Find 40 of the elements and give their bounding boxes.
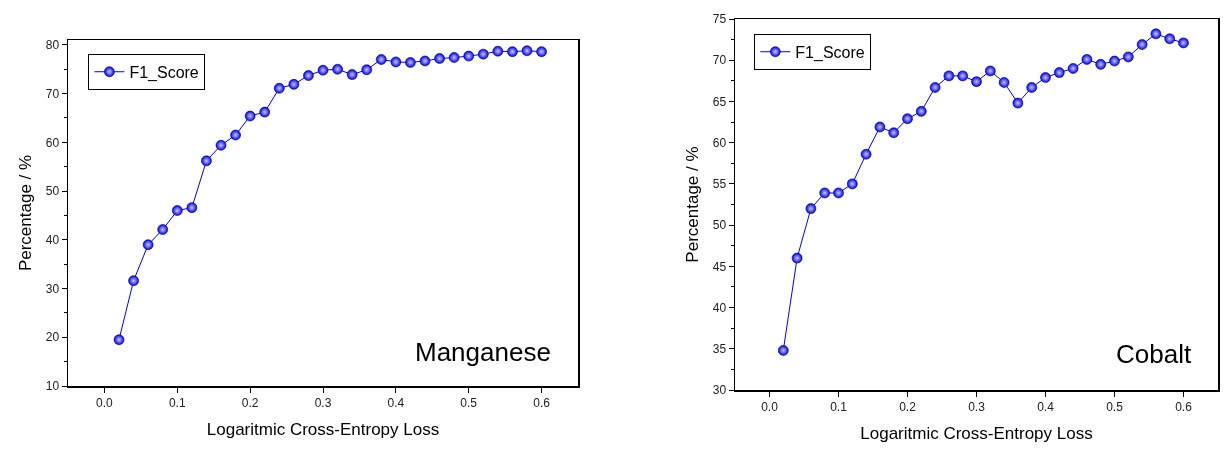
annotation: Cobalt: [1116, 339, 1192, 369]
x-tick-label: 0.0: [96, 395, 114, 410]
y-tick-label: 80: [45, 38, 60, 53]
y-tick-label: 40: [45, 233, 60, 247]
x-tick-label: 0.1: [830, 399, 848, 414]
y-tick-label: 65: [712, 94, 727, 109]
y-tick-label: 70: [45, 86, 60, 101]
x-tick-label: 0.3: [314, 395, 332, 410]
x-tick-label: 0.1: [168, 395, 186, 410]
x-tick-label: 0.2: [899, 399, 917, 414]
y-tick-label: 30: [712, 383, 727, 398]
y-tick-label: 20: [45, 330, 60, 345]
x-tick-label: 0.2: [241, 395, 259, 410]
y-axis-title: Percentage / %: [682, 146, 702, 263]
x-tick-label: 0.6: [533, 395, 551, 410]
y-tick-label: 70: [712, 53, 727, 68]
y-tick-label: 50: [45, 184, 60, 199]
y-tick-label: 75: [712, 12, 727, 27]
x-axis-title: Logaritmic Cross-Entropy Loss: [206, 420, 440, 440]
y-tick-label: 60: [712, 135, 727, 150]
y-tick-label: 50: [712, 218, 727, 233]
y-tick-label: 55: [712, 177, 727, 192]
x-tick-label: 0.3: [968, 399, 986, 414]
y-axis-title: Percentage / %: [15, 154, 35, 272]
x-tick-label: 0.5: [460, 395, 478, 410]
x-tick-label: 0.5: [1106, 399, 1124, 414]
x-tick-label: 0.4: [1037, 399, 1055, 414]
y-tick-label: 30: [45, 281, 60, 296]
x-tick-label: 0.6: [1175, 399, 1193, 414]
y-tick-label: 40: [712, 300, 727, 315]
annotation: Manganese: [415, 337, 551, 367]
legend-label: F1_Score: [795, 43, 865, 62]
legend-label: F1_Score: [129, 63, 199, 82]
x-tick-label: 0.0: [761, 399, 779, 414]
y-tick-label: 60: [45, 135, 60, 150]
x-tick-label: 0.4: [387, 395, 405, 410]
y-tick-label: 45: [712, 259, 727, 274]
x-axis-title: Logaritmic Cross-Entropy Loss: [860, 424, 1093, 444]
y-tick-label: 35: [712, 341, 727, 356]
y-tick-label: 10: [45, 379, 60, 394]
